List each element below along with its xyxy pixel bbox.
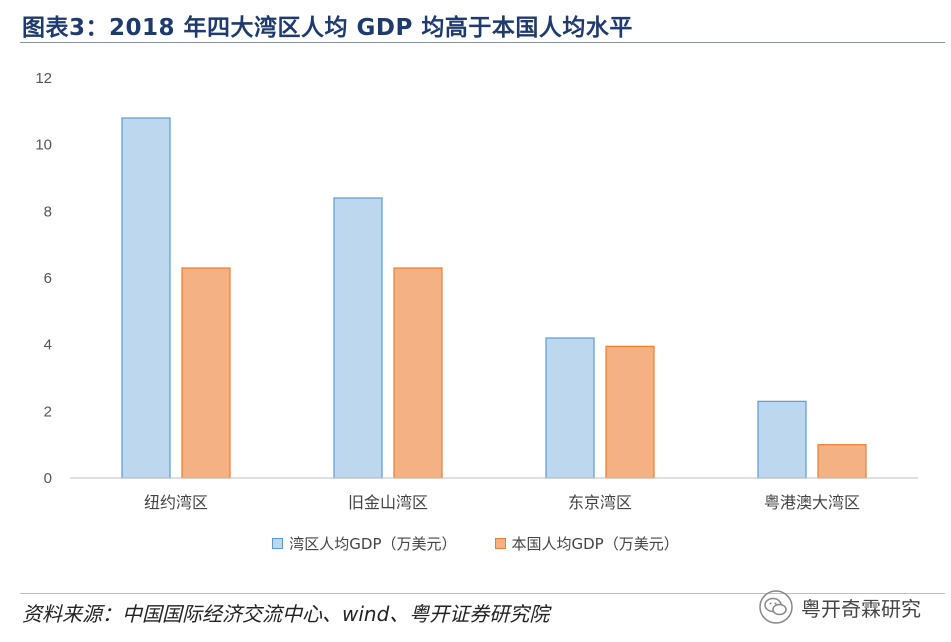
bar-national-3 <box>605 345 655 479</box>
y-axis: 0 2 4 6 8 10 12 <box>35 70 52 487</box>
legend-swatch-bay-area <box>272 538 284 549</box>
bar-national-1 <box>181 267 231 479</box>
legend-item-national: 本国人均GDP（万美元） <box>494 533 679 554</box>
y-tick-label: 8 <box>44 203 52 220</box>
y-tick-label: 12 <box>35 70 52 87</box>
bar-bay-area-2 <box>333 197 383 479</box>
watermark: 粤开奇霖研究 <box>759 590 921 624</box>
legend-item-bay-area: 湾区人均GDP（万美元） <box>272 533 457 554</box>
y-tick-label: 2 <box>44 403 52 420</box>
bars <box>121 117 867 479</box>
x-axis: 纽约湾区 旧金山湾区 东京湾区 粤港澳大湾区 <box>144 493 860 512</box>
footer-divider <box>20 593 945 594</box>
bar-national-2 <box>393 267 443 479</box>
figure-title: 图表3：2018 年四大湾区人均 GDP 均高于本国人均水平 <box>22 15 633 41</box>
legend-swatch-national <box>494 538 506 549</box>
bar-bay-area-4 <box>757 400 807 479</box>
legend-label-national: 本国人均GDP（万美元） <box>511 535 679 553</box>
bar-bay-area-3 <box>545 337 595 479</box>
y-tick-label: 6 <box>44 270 52 287</box>
bar-national-4 <box>817 444 867 479</box>
legend-label-bay-area: 湾区人均GDP（万美元） <box>289 535 457 553</box>
y-tick-label: 4 <box>44 337 52 354</box>
wechat-icon <box>759 590 793 624</box>
y-tick-label: 10 <box>35 137 52 154</box>
bar-bay-area-1 <box>121 117 171 479</box>
legend: 湾区人均GDP（万美元） 本国人均GDP（万美元） <box>0 533 951 554</box>
watermark-text: 粤开奇霖研究 <box>801 596 921 621</box>
x-tick-label: 东京湾区 <box>568 493 632 512</box>
x-tick-label: 旧金山湾区 <box>348 493 428 512</box>
y-tick-label: 0 <box>44 470 52 487</box>
x-tick-label: 粤港澳大湾区 <box>764 493 860 512</box>
title-divider <box>20 42 945 43</box>
source-note: 资料来源：中国国际经济交流中心、wind、粤开证券研究院 <box>22 602 550 626</box>
bar-chart: 0 2 4 6 8 10 12 纽约湾区 旧金山湾区 东京湾区 粤港澳大湾区 <box>35 70 918 512</box>
x-tick-label: 纽约湾区 <box>144 493 208 512</box>
